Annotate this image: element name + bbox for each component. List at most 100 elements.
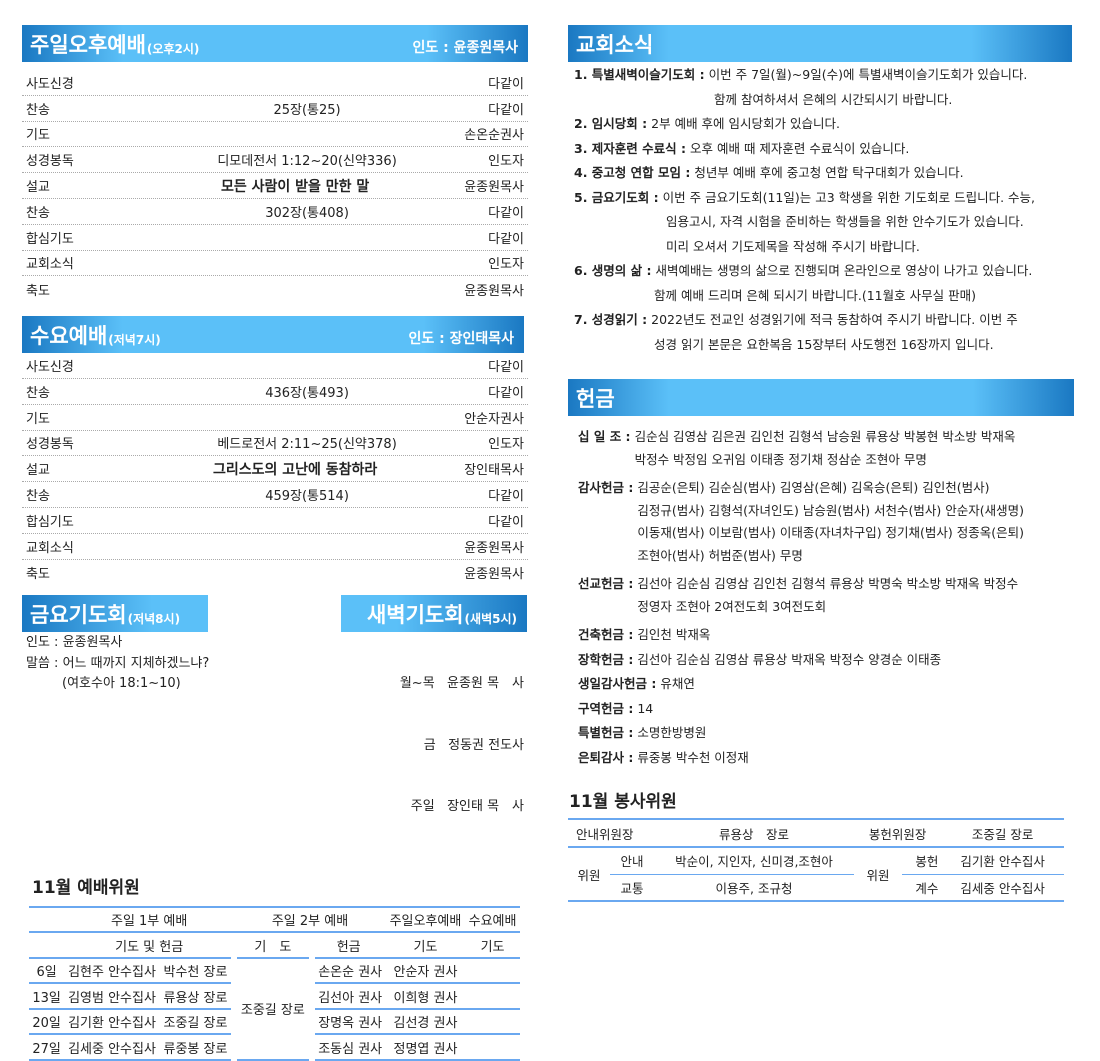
news-item-text: 새벽예배는 생명의 삶으로 진행되며 온라인으로 영상이 나가고 있습니다. [655,263,1033,278]
offer-head-label: 봉헌위원장 [868,826,927,842]
traffic-members: 이용주, 조규청 [715,880,793,896]
news-item-text: 함께 참여하셔서 은혜의 시간되시기 바랍니다. [714,91,953,107]
order-item: 설교 [26,463,50,479]
friday-leader: 인도 : 윤종원목사 [26,635,123,651]
section-leader: 인도 : 장인태목사 [408,331,514,348]
offer-member: 김기환 안수집사 [941,847,1064,875]
news-item-text: 성경 읽기 본문은 요한복음 15장부터 사도행전 16장까지 입니다. [654,336,994,352]
col-header: 헌금 [336,939,361,955]
news-item-label: 4. 중고청 연합 모임 : [574,165,691,180]
order-item: 성경봉독 [26,154,74,170]
order-person: 손온순권사 [464,128,524,144]
news-item-label: 5. 금요기도회 : [574,189,659,205]
table-cell: 김현주 안수집사 [68,965,156,981]
offering-names: 김인천 박재옥 [637,627,711,642]
section-time: (저녁8시) [127,612,181,627]
order-item: 찬송 [26,205,50,221]
dawn-info: 월~목 윤종원 목 사 금 정동권 전도사 주일 장인태 목 사 [400,633,528,859]
news-item-text: 이번 주 금요기도회(11일)는 고3 학생을 위한 기도회로 드립니다. 수능… [662,189,1035,205]
dawn-line: 금 정동권 전도사 [423,737,524,753]
order-item: 설교 [26,180,50,196]
news-item-label: 2. 임시당회 : [574,116,648,131]
count-label: 계수 [915,880,939,896]
news-item-text: 미리 오셔서 기도제목을 작성해 주시기 바랍니다. [666,238,920,254]
order-detail: 436장(통493) [265,385,349,401]
offering-names: 김선아 김순심 김영삼 김인천 김형석 류용상 박명숙 박소방 박재옥 박정수 [637,576,1019,591]
table-row: 6일 김현주 안수집사 박수천 장로 조중길 장로 손온순 권사 안순자 권사 [29,957,520,1060]
order-item: 합심기도 [26,231,74,247]
news-item-label: 1. 특별새벽이슬기도회 : [574,67,705,82]
order-row: 설교 모든 사람이 받을 만한 말 윤종원목사 [22,173,528,199]
table-cell: 안순자 권사 [393,965,458,981]
news-item-text: 청년부 예배 후에 중고청 연합 탁구대회가 있습니다. [694,165,964,180]
order-row: 기도 손온순권사 [22,122,528,148]
col-header: 주일 1부 예배 [110,914,188,930]
order-item: 성경봉독 [26,437,74,453]
friday-header: 금요기도회 (저녁8시) [22,595,208,633]
sunday-pm-header: 주일오후예배 (오후2시) 인도 : 윤종원목사 [22,25,528,62]
wednesday-order: 사도신경 다같이 찬송 436장(통493) 다같이 기도 안순자권사 성경봉독 베드로전서 2… [22,353,528,585]
guide-label: 안내 [610,847,654,875]
table-cell: 13일 [32,990,61,1006]
order-item: 찬송 [26,489,50,505]
order-detail: 베드로전서 2:11~25(신약378) [217,437,397,453]
offering-label: 선교헌금 : [578,576,634,591]
order-row: 교회소식 인도자 [22,251,528,277]
table-cell: 김기환 안수집사 [68,1016,156,1032]
col-header: 수요예배 [468,914,517,930]
news-item-text: 오후 예배 때 제자훈련 수료식이 있습니다. [690,140,910,156]
offering-label: 은퇴감사 : [578,749,634,765]
service-staff-table: 안내위원장 류용상 장로 봉헌위원장 조중길 장로 위원 안내 박순이, 지인자… [568,818,1064,902]
news-item-text: 2부 예배 후에 임시당회가 있습니다. [651,116,840,131]
offering-label: 십 일 조 : [578,429,631,444]
order-item: 축도 [26,283,50,299]
order-item: 합심기도 [26,514,74,530]
sermon-title: 그리스도의 고난에 동참하라 [212,461,378,478]
news-item-text: 함께 예배 드리며 은혜 되시기 바랍니다.(11월호 사무실 판매) [654,287,976,303]
prayer-info: 인도 : 윤종원목사 말씀 : 어느 때까지 지체하겠느냐? (여호수아 18:… [22,633,528,859]
order-person: 다같이 [488,231,524,247]
order-row: 축도 윤종원목사 [22,560,528,586]
offering-label: 감사헌금 : [578,480,634,495]
order-detail: 302장(통408) [265,205,349,221]
table-cell: 장명옥 권사 [318,1016,383,1032]
table-cell: 20일 [32,1016,61,1032]
section-leader: 인도 : 윤종원목사 [412,40,518,56]
section-title: 헌금 [576,387,615,411]
order-row: 합심기도 다같이 [22,225,528,251]
order-row: 성경봉독 베드로전서 2:11~25(신약378) 인도자 [22,431,528,457]
order-row: 기도 안순자권사 [22,405,528,431]
table-cell: 김세중 안수집사 [68,1041,156,1057]
order-row: 축도 윤종원목사 [22,276,528,302]
news-item: 3. 제자훈련 수료식 : 오후 예배 때 제자훈련 수료식이 있습니다. [574,137,1074,162]
order-item: 기도 [26,411,50,427]
worship-staff-title: 11월 예배위원 [32,877,140,898]
news-item-text: 임용고시, 자격 시험을 준비하는 학생들을 위한 안수기도가 있습니다. [666,214,1024,229]
order-row: 찬송 25장(통25) 다같이 [22,96,528,122]
offering-names: 김정규(범사) 김형석(자녀인도) 남승원(범사) 서천수(범사) 안순자(새생… [637,502,1025,518]
offering-label: 특별헌금 : [578,725,634,740]
offering-group: 선교헌금 : 김선아 김순심 김영삼 김인천 김형석 류용상 박명숙 박소방 박재… [578,573,1074,618]
section-time: (새벽5시) [464,612,517,627]
sunday-pm-order: 사도신경 다같이 찬송 25장(통25) 다같이 기도 손온순권사 성경봉독 디모데전서 1:1… [22,70,528,302]
order-detail: 25장(통25) [273,102,341,118]
friday-sermon: 말씀 : 어느 때까지 지체하겠느냐? [26,655,210,671]
offering-2nd-cell: 조중길 장로 [231,957,315,1060]
table-cell: 류용상 장로 [163,990,228,1006]
friday-scripture: (여호수아 18:1~10) [62,676,181,692]
news-item: 1. 특별새벽이슬기도회 : 이번 주 7일(월)~9일(수)에 특별새벽이슬기… [574,63,1074,112]
traffic-label: 교통 [620,880,644,896]
news-item-text: 이번 주 7일(월)~9일(수)에 특별새벽이슬기도회가 있습니다. [708,67,1028,82]
prayer-headers: 금요기도회 (저녁8시) 새벽기도회 (새벽5시) [22,595,528,633]
order-person: 다같이 [488,514,524,530]
order-person: 윤종원목사 [464,283,524,299]
order-item: 사도신경 [26,76,74,92]
order-item: 교회소식 [26,540,74,556]
offering-label: 구역헌금 : [578,700,634,716]
order-person: 장인태목사 [464,463,524,479]
order-item: 교회소식 [26,257,74,273]
offering-names: 이동재(범사) 이보람(범사) 이태종(자녀차구입) 정기채(범사) 정종옥(은… [637,525,1025,540]
table-cell: 이희형 권사 [393,990,458,1006]
order-person: 안순자권사 [464,411,524,427]
table-cell: 조동심 권사 [318,1041,383,1057]
